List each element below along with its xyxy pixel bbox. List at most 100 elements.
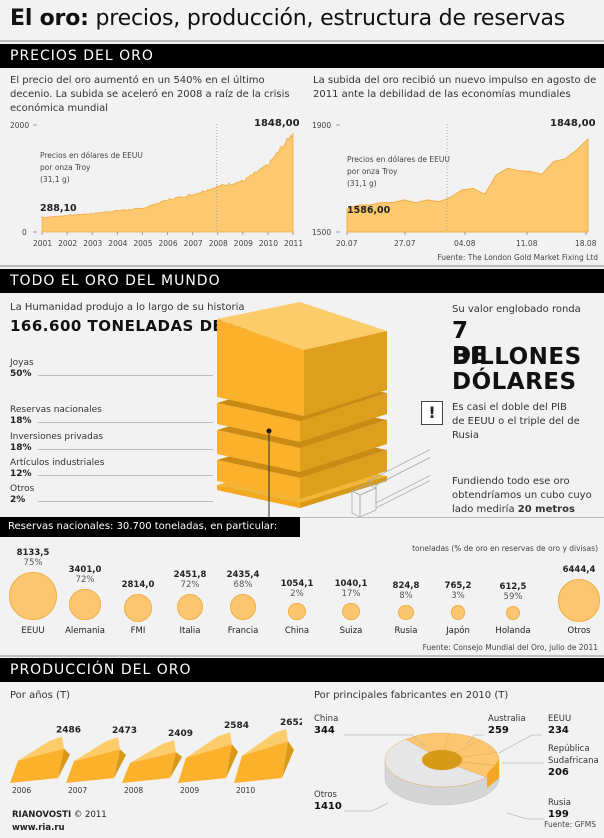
reserve-value: 2435,4 bbox=[226, 569, 260, 580]
brand-url[interactable]: www.ria.ru bbox=[12, 823, 65, 833]
reserve-country: Suiza bbox=[339, 626, 363, 636]
value-line2: DE DÓLARES bbox=[452, 343, 577, 395]
reserve-country: China bbox=[284, 626, 310, 636]
reserves-source: Fuente: Consejo Mundial del Oro, julio d… bbox=[422, 643, 598, 652]
reserve-bubble bbox=[229, 593, 257, 620]
x-tick-label: 2011 bbox=[284, 239, 302, 248]
bar-value-label: 2409 bbox=[168, 729, 193, 739]
donut-label-value: 234 bbox=[548, 725, 569, 736]
cube-fact: Fundiendo todo ese oro obtendríamos un c… bbox=[452, 476, 592, 515]
reserve-bubble bbox=[176, 593, 204, 620]
divider bbox=[0, 265, 604, 267]
reserve-country: Japón bbox=[446, 626, 470, 636]
ingot-top bbox=[186, 732, 232, 758]
reserve-item: 612,5 59% bbox=[483, 582, 543, 620]
donut-label-name: EEUU bbox=[548, 714, 571, 724]
start-value-label: 288,10 bbox=[40, 203, 77, 214]
donut-leader-line bbox=[344, 734, 427, 748]
prices-right-intro: La subida del oro recibió un nuevo impul… bbox=[313, 75, 597, 100]
x-tick-label: 2005 bbox=[133, 239, 152, 248]
ingot-side bbox=[170, 752, 182, 778]
ingot-front bbox=[10, 748, 64, 783]
reserve-item: 1054,1 2% bbox=[267, 579, 327, 620]
x-tick-label: 18.08 bbox=[575, 239, 597, 248]
breakdown-item: Inversiones privadas 18% bbox=[10, 432, 103, 454]
gold-ingot bbox=[178, 732, 238, 783]
gold-cube-illustration bbox=[217, 302, 430, 520]
bar-year-label: 2010 bbox=[236, 786, 255, 795]
breakdown-item: Otros 2% bbox=[10, 484, 34, 506]
reserve-item: 8133,5 75% bbox=[3, 548, 63, 620]
donut-label-name: Australia bbox=[488, 714, 526, 724]
breakdown-name: Reservas nacionales bbox=[10, 405, 102, 415]
reserve-item: 2451,8 72% bbox=[160, 570, 220, 620]
reserve-country: Rusia bbox=[394, 626, 418, 636]
ingot-top bbox=[130, 740, 176, 763]
reserves-header: Reservas nacionales: 30.700 toneladas, e… bbox=[0, 517, 300, 537]
bar-value-label: 2584 bbox=[224, 721, 249, 731]
donut-label-name: Otros bbox=[314, 790, 338, 800]
prices-left-intro: El precio del oro aumentó en un 540% en … bbox=[10, 75, 290, 114]
value-line1: 7 BILLONES bbox=[452, 318, 582, 370]
ingot-top bbox=[74, 737, 120, 762]
x-tick-label: 2009 bbox=[234, 239, 253, 248]
reserve-value: 2814,0 bbox=[121, 579, 155, 590]
x-tick-label: 27.07 bbox=[394, 239, 416, 248]
reserve-country: Francia bbox=[227, 626, 259, 636]
credits: RIANOVOSTI © 2011 bbox=[12, 810, 107, 820]
production-source: Fuente: GFMS bbox=[544, 820, 596, 829]
by-producer-label: Por principales fabricantes en 2010 (T) bbox=[314, 690, 509, 701]
leader-line bbox=[38, 501, 213, 502]
reserve-bubble bbox=[398, 604, 414, 620]
chart-price-august: 1900 1500 20.07 27.07 04.08 11.08 18.08 Precios… bbox=[312, 118, 597, 248]
y-tick-label: 1900 bbox=[312, 121, 331, 130]
breakdown-pct: 50% bbox=[10, 369, 32, 379]
breakdown-pct: 2% bbox=[10, 495, 26, 505]
bar-value-label: 2486 bbox=[56, 726, 81, 736]
chart-note: Precios en dólares de EEUU bbox=[40, 151, 143, 160]
ingot-front bbox=[178, 744, 232, 783]
donut-label-name: Sudafricana bbox=[548, 756, 599, 766]
x-tick-label: 2006 bbox=[159, 239, 178, 248]
reserve-value: 824,8 bbox=[392, 580, 420, 591]
reserve-pct: 75% bbox=[23, 558, 43, 568]
reserve-value: 3401,0 bbox=[68, 564, 102, 575]
reserve-pct: 8% bbox=[399, 590, 413, 601]
breakdown-name: Artículos industriales bbox=[10, 458, 105, 468]
donut-leader-line bbox=[506, 812, 544, 820]
bar-year-label: 2006 bbox=[12, 786, 31, 795]
reserve-value: 765,2 bbox=[444, 581, 472, 592]
reserve-pct: 59% bbox=[503, 592, 523, 602]
donut-label-name: China bbox=[314, 714, 338, 724]
breakdown-pct: 12% bbox=[10, 469, 32, 479]
produced-value: 166.600 TONELADAS DE ORO bbox=[10, 317, 268, 335]
by-year-label: Por años (T) bbox=[10, 690, 70, 701]
chart-note: (31,1 g) bbox=[40, 175, 70, 184]
reserve-bubble bbox=[9, 572, 57, 620]
divider bbox=[0, 655, 604, 657]
reserve-value: 2451,8 bbox=[173, 569, 207, 580]
x-tick-label: 2010 bbox=[259, 239, 278, 248]
ingot-front bbox=[122, 752, 176, 783]
reserve-pct: 17% bbox=[341, 588, 361, 599]
start-value-label: 1586,00 bbox=[347, 205, 391, 216]
reserve-country: Holanda bbox=[495, 626, 531, 636]
reserves-units-note: toneladas (% de oro en reservas de oro y… bbox=[412, 544, 598, 553]
reserve-item: 765,2 3% bbox=[428, 581, 488, 620]
donut-hole bbox=[422, 750, 462, 770]
reserve-pct: 2% bbox=[290, 588, 304, 599]
donut-leader-line bbox=[498, 734, 542, 754]
donut-label-value: 199 bbox=[548, 809, 569, 820]
x-tick-label: 2001 bbox=[33, 239, 52, 248]
gold-ingot bbox=[10, 736, 70, 783]
warning-text: Es casi el doble del PIB de EEUU o el tr… bbox=[452, 402, 580, 441]
reserve-bubble bbox=[123, 593, 153, 622]
breakdown-name: Inversiones privadas bbox=[10, 432, 104, 442]
brand-logo: RIANOVOSTI bbox=[12, 810, 72, 820]
bar-value-label: 2652 bbox=[280, 718, 302, 728]
breakdown-pct: 18% bbox=[10, 416, 32, 426]
reserve-value: 1040,1 bbox=[334, 578, 368, 589]
page-title: El oro: precios, producción, estructura … bbox=[10, 6, 566, 31]
gold-ingot bbox=[66, 737, 126, 783]
reserve-bubble bbox=[342, 602, 360, 620]
